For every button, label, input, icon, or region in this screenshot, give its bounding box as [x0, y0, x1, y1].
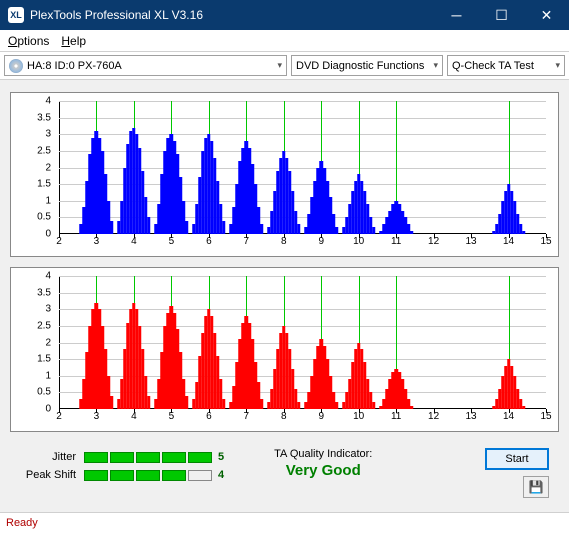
peak-shift-value: 4: [218, 469, 224, 481]
maximize-button[interactable]: ☐: [479, 0, 524, 30]
toolbar: HA:8 ID:0 PX-760A ▾ DVD Diagnostic Funct…: [0, 52, 569, 80]
function-select[interactable]: DVD Diagnostic Functions ▾: [291, 55, 443, 76]
start-button[interactable]: Start: [485, 448, 549, 470]
status-text: Ready: [6, 517, 38, 529]
jitter-value: 5: [218, 451, 224, 463]
chart-bottom: 00.511.522.533.54 23456789101112131415: [10, 267, 559, 432]
test-select-value: Q-Check TA Test: [452, 60, 534, 72]
chevron-down-icon: ▾: [555, 60, 560, 71]
app-logo-icon: XL: [8, 7, 24, 23]
disc-icon: [9, 59, 23, 73]
content-area: 00.511.522.533.54 23456789101112131415 0…: [0, 80, 569, 512]
chevron-down-icon: ▾: [433, 60, 438, 71]
test-select[interactable]: Q-Check TA Test ▾: [447, 55, 565, 76]
menubar: Options Help: [0, 30, 569, 52]
titlebar: XL PlexTools Professional XL V3.16 ─ ☐ ✕: [0, 0, 569, 30]
function-select-value: DVD Diagnostic Functions: [296, 60, 424, 72]
jitter-label: Jitter: [20, 451, 84, 463]
menu-help[interactable]: Help: [61, 34, 86, 48]
save-icon: 💾: [529, 480, 544, 494]
jitter-bar: [84, 452, 212, 463]
window-title: PlexTools Professional XL V3.16: [30, 8, 203, 22]
bottom-panel: Jitter 5 Peak Shift 4 TA Quality Indicat…: [10, 442, 559, 508]
quality-label: TA Quality Indicator:: [274, 448, 372, 460]
peak-shift-label: Peak Shift: [20, 469, 84, 481]
chevron-down-icon: ▾: [277, 60, 282, 71]
device-select-value: HA:8 ID:0 PX-760A: [27, 60, 122, 72]
quality-value: Very Good: [274, 462, 372, 479]
peak-shift-bar: [84, 470, 212, 481]
save-icon-button[interactable]: 💾: [523, 476, 549, 498]
statusbar: Ready: [0, 512, 569, 532]
device-select[interactable]: HA:8 ID:0 PX-760A ▾: [4, 55, 287, 76]
close-button[interactable]: ✕: [524, 0, 569, 30]
quality-indicator: TA Quality Indicator: Very Good: [274, 448, 372, 479]
metrics: Jitter 5 Peak Shift 4: [20, 448, 224, 484]
chart-top: 00.511.522.533.54 23456789101112131415: [10, 92, 559, 257]
menu-options[interactable]: Options: [8, 34, 49, 48]
minimize-button[interactable]: ─: [434, 0, 479, 30]
